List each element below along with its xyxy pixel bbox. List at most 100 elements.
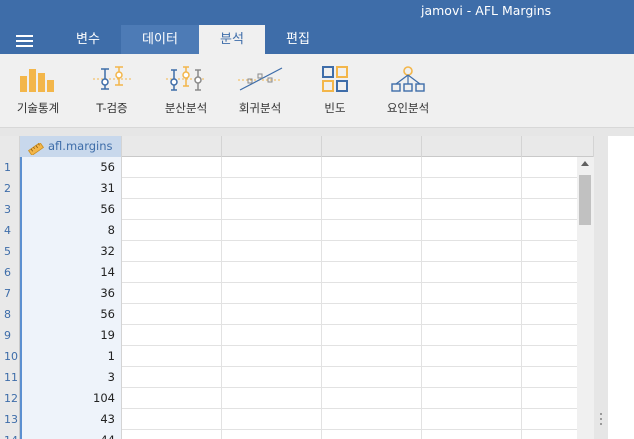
empty-cell[interactable]: [322, 304, 422, 325]
data-cell[interactable]: 56: [20, 304, 122, 325]
column-header-empty[interactable]: [322, 136, 422, 157]
empty-cell[interactable]: [322, 430, 422, 439]
empty-cell[interactable]: [122, 178, 222, 199]
row-number[interactable]: 12: [0, 388, 20, 409]
tab-data[interactable]: 데이터: [121, 25, 199, 54]
row-number[interactable]: 4: [0, 220, 20, 241]
empty-cell[interactable]: [422, 283, 522, 304]
empty-cell[interactable]: [222, 178, 322, 199]
empty-cell[interactable]: [122, 346, 222, 367]
ribbon-ttest-button[interactable]: T-검증: [82, 54, 142, 128]
hamburger-menu-icon[interactable]: [16, 35, 33, 47]
data-cell[interactable]: 1: [20, 346, 122, 367]
empty-cell[interactable]: [122, 367, 222, 388]
ribbon-descriptives-button[interactable]: 기술통계: [8, 54, 68, 128]
empty-cell[interactable]: [122, 430, 222, 439]
empty-cell[interactable]: [322, 388, 422, 409]
corner-cell[interactable]: [0, 136, 20, 157]
empty-cell[interactable]: [422, 409, 522, 430]
data-cell[interactable]: 36: [20, 283, 122, 304]
empty-cell[interactable]: [422, 388, 522, 409]
empty-cell[interactable]: [422, 262, 522, 283]
empty-cell[interactable]: [322, 220, 422, 241]
empty-cell[interactable]: [222, 220, 322, 241]
row-number[interactable]: 7: [0, 283, 20, 304]
pane-divider[interactable]: [594, 136, 608, 439]
empty-cell[interactable]: [422, 178, 522, 199]
empty-cell[interactable]: [222, 388, 322, 409]
empty-cell[interactable]: [222, 409, 322, 430]
tab-analyses[interactable]: 분석: [199, 25, 265, 54]
empty-cell[interactable]: [322, 262, 422, 283]
empty-cell[interactable]: [322, 409, 422, 430]
empty-cell[interactable]: [222, 430, 322, 439]
empty-cell[interactable]: [222, 262, 322, 283]
empty-cell[interactable]: [422, 367, 522, 388]
empty-cell[interactable]: [122, 388, 222, 409]
column-header-afl-margins[interactable]: afl.margins: [20, 136, 122, 157]
empty-cell[interactable]: [122, 262, 222, 283]
empty-cell[interactable]: [222, 199, 322, 220]
row-number[interactable]: 14: [0, 430, 20, 439]
empty-cell[interactable]: [422, 241, 522, 262]
data-cell[interactable]: 31: [20, 178, 122, 199]
empty-cell[interactable]: [222, 346, 322, 367]
row-number[interactable]: 1: [0, 157, 20, 178]
row-number[interactable]: 11: [0, 367, 20, 388]
ribbon-factor-button[interactable]: 요인분석: [377, 54, 439, 128]
empty-cell[interactable]: [122, 220, 222, 241]
data-cell[interactable]: 3: [20, 367, 122, 388]
data-cell[interactable]: 32: [20, 241, 122, 262]
ribbon-anova-button[interactable]: 분산분석: [156, 54, 216, 128]
scroll-thumb[interactable]: [579, 175, 591, 225]
ribbon-frequencies-button[interactable]: 빈도: [305, 54, 365, 128]
tab-edit[interactable]: 편집: [286, 32, 310, 47]
empty-cell[interactable]: [322, 241, 422, 262]
empty-cell[interactable]: [322, 346, 422, 367]
column-header-empty[interactable]: [522, 136, 594, 157]
empty-cell[interactable]: [322, 178, 422, 199]
data-cell[interactable]: 14: [20, 262, 122, 283]
empty-cell[interactable]: [222, 157, 322, 178]
data-cell[interactable]: 19: [20, 325, 122, 346]
column-header-empty[interactable]: [222, 136, 322, 157]
data-cell[interactable]: 56: [20, 157, 122, 178]
empty-cell[interactable]: [422, 430, 522, 439]
empty-cell[interactable]: [322, 367, 422, 388]
data-cell[interactable]: 43: [20, 409, 122, 430]
empty-cell[interactable]: [422, 220, 522, 241]
empty-cell[interactable]: [222, 367, 322, 388]
empty-cell[interactable]: [122, 325, 222, 346]
column-header-empty[interactable]: [422, 136, 522, 157]
data-spreadsheet[interactable]: afl.margins 1 56 2 31 3 56 4 8 5 32 6 14 7 36 8 56 9 19 10…: [0, 136, 594, 439]
empty-cell[interactable]: [222, 325, 322, 346]
column-header-empty[interactable]: [122, 136, 222, 157]
empty-cell[interactable]: [122, 304, 222, 325]
empty-cell[interactable]: [322, 325, 422, 346]
empty-cell[interactable]: [322, 157, 422, 178]
empty-cell[interactable]: [422, 304, 522, 325]
scroll-up-arrow-icon[interactable]: [581, 161, 589, 166]
data-cell[interactable]: 8: [20, 220, 122, 241]
row-number[interactable]: 6: [0, 262, 20, 283]
drag-handle-icon[interactable]: [600, 413, 602, 427]
empty-cell[interactable]: [422, 157, 522, 178]
data-cell[interactable]: 104: [20, 388, 122, 409]
empty-cell[interactable]: [222, 241, 322, 262]
row-number[interactable]: 3: [0, 199, 20, 220]
empty-cell[interactable]: [422, 199, 522, 220]
row-number[interactable]: 13: [0, 409, 20, 430]
empty-cell[interactable]: [322, 283, 422, 304]
empty-cell[interactable]: [222, 283, 322, 304]
ribbon-regression-button[interactable]: 회귀분석: [230, 54, 290, 128]
row-number[interactable]: 10: [0, 346, 20, 367]
empty-cell[interactable]: [122, 241, 222, 262]
empty-cell[interactable]: [122, 157, 222, 178]
empty-cell[interactable]: [422, 325, 522, 346]
empty-cell[interactable]: [222, 304, 322, 325]
data-cell[interactable]: 56: [20, 199, 122, 220]
empty-cell[interactable]: [122, 199, 222, 220]
row-number[interactable]: 9: [0, 325, 20, 346]
empty-cell[interactable]: [122, 283, 222, 304]
vertical-scrollbar[interactable]: [577, 157, 594, 439]
